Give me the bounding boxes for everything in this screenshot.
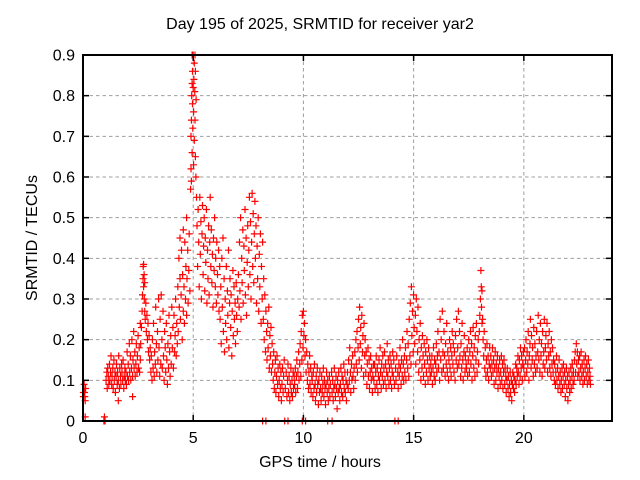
x-tick-label: 0 <box>79 430 88 447</box>
x-tick-label: 15 <box>405 430 423 447</box>
x-axis-label: GPS time / hours <box>259 454 381 471</box>
y-tick-label: 0 <box>66 414 75 431</box>
x-tick-label: 5 <box>189 430 198 447</box>
y-tick-label: 0.2 <box>53 332 75 349</box>
y-tick-label: 0.5 <box>53 210 75 227</box>
y-tick-label: 0.1 <box>53 373 75 390</box>
y-tick-label: 0.3 <box>53 292 75 309</box>
plot-border <box>82 54 613 422</box>
scatter-points-srmtid <box>79 51 594 425</box>
y-tick-label: 0.6 <box>53 170 75 187</box>
y-tick-label: 0.7 <box>53 129 75 146</box>
x-tick-label: 20 <box>515 430 533 447</box>
y-tick-label: 0.4 <box>53 251 75 268</box>
y-tick-label: 0.8 <box>53 88 75 105</box>
x-tick-label: 10 <box>295 430 313 447</box>
chart-title: Day 195 of 2025, SRMTID for receiver yar… <box>166 16 474 33</box>
y-tick-label: 0.9 <box>53 48 75 65</box>
